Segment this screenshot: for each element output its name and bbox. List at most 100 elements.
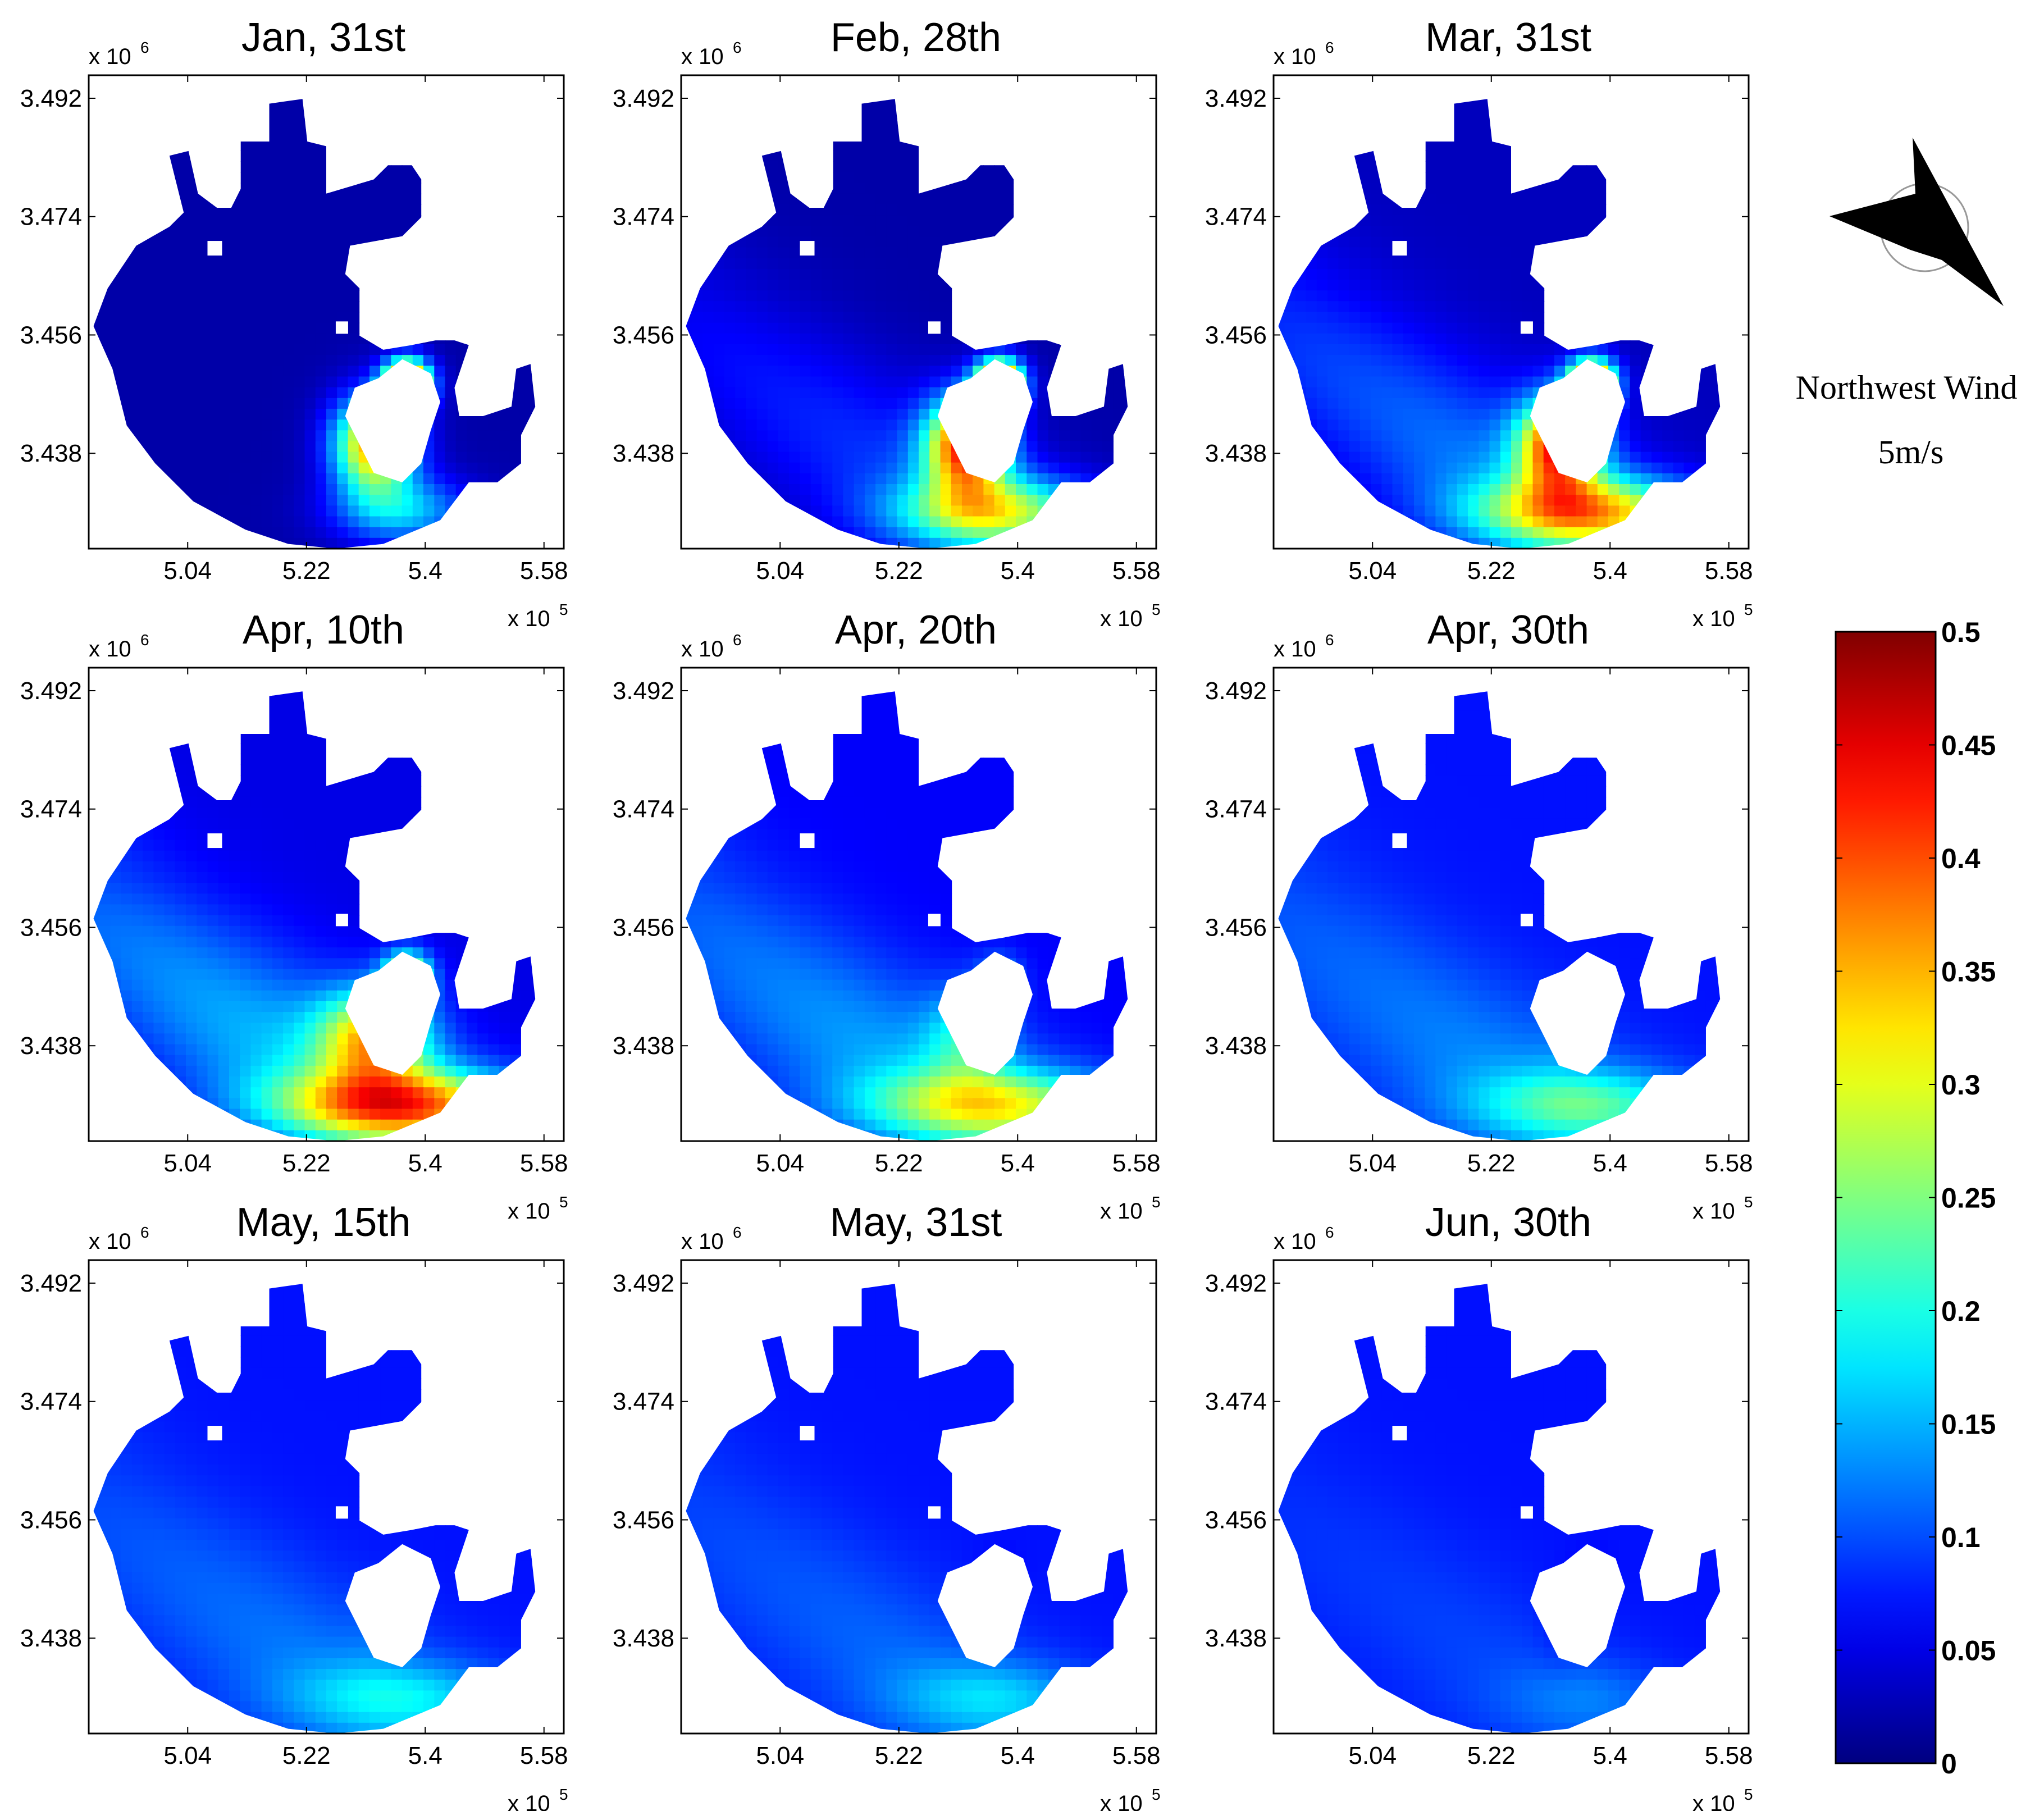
x-tick-label: 5.58 xyxy=(520,557,568,585)
heatmap-cell xyxy=(153,355,165,367)
heatmap-cell xyxy=(789,183,801,194)
x-tick-label: 5.4 xyxy=(1001,557,1035,585)
heatmap-cell xyxy=(315,398,327,409)
heatmap-cell xyxy=(822,484,833,495)
heatmap-cell xyxy=(423,344,435,355)
heatmap-cell xyxy=(886,280,898,291)
y-tick-label: 3.474 xyxy=(613,203,674,231)
heatmap-cell xyxy=(778,527,790,539)
heatmap-cell xyxy=(832,290,844,302)
heatmap-cell xyxy=(488,258,500,270)
heatmap-cell xyxy=(315,150,327,162)
heatmap-cell xyxy=(294,473,305,485)
heatmap-cell xyxy=(337,527,349,539)
heatmap-cell xyxy=(326,473,337,485)
heatmap-cell xyxy=(1738,108,1749,119)
heatmap-cell xyxy=(477,193,489,205)
heatmap-cell xyxy=(121,398,133,409)
heatmap-cell xyxy=(1673,107,1685,119)
heatmap-cell xyxy=(304,247,316,259)
heatmap-cell xyxy=(1608,290,1619,302)
heatmap-cell xyxy=(1630,183,1641,194)
heatmap-cell xyxy=(1381,322,1393,334)
heatmap-cell xyxy=(1113,366,1125,377)
heatmap-cell xyxy=(272,107,284,119)
heatmap-cell xyxy=(531,236,536,248)
heatmap-cell xyxy=(1694,301,1706,313)
heatmap-cell xyxy=(854,516,865,528)
heatmap-cell xyxy=(1102,161,1114,173)
heatmap-cell xyxy=(1102,301,1114,313)
heatmap-cell xyxy=(1727,161,1739,172)
heatmap-cell xyxy=(1327,99,1339,108)
heatmap-cell xyxy=(509,129,521,140)
land-area xyxy=(937,359,1033,482)
heatmap-cell xyxy=(746,301,758,313)
heatmap-cell xyxy=(197,355,208,367)
heatmap-cell xyxy=(197,495,208,507)
heatmap-cell xyxy=(1070,441,1082,453)
heatmap-cell xyxy=(1295,301,1307,313)
heatmap-cell xyxy=(929,312,941,323)
heatmap-cell xyxy=(1016,527,1027,539)
heatmap-cell xyxy=(686,537,692,549)
heatmap-cell xyxy=(886,150,898,162)
heatmap-cell xyxy=(1146,108,1157,119)
heatmap-cell xyxy=(250,86,262,97)
heatmap-cell xyxy=(402,226,413,238)
heatmap-cell xyxy=(488,226,500,238)
heatmap-cell xyxy=(919,99,930,108)
heatmap-cell xyxy=(875,516,887,528)
heatmap-cell xyxy=(326,290,337,302)
heatmap-cell xyxy=(1738,301,1749,312)
heatmap-cell xyxy=(1683,312,1695,323)
heatmap-cell xyxy=(186,204,197,216)
heatmap-cell xyxy=(1284,86,1295,97)
heatmap-cell xyxy=(1113,376,1125,388)
heatmap-cell xyxy=(919,355,930,367)
heatmap-cell xyxy=(810,226,822,238)
heatmap-cell xyxy=(875,430,887,442)
heatmap-cell xyxy=(843,376,855,388)
heatmap-cell xyxy=(864,484,876,495)
heatmap-cell xyxy=(886,301,898,313)
heatmap-cell xyxy=(488,236,500,248)
heatmap-cell xyxy=(1070,322,1082,334)
heatmap-cell xyxy=(864,236,876,248)
heatmap-cell xyxy=(359,86,370,97)
heatmap-cell xyxy=(1727,236,1739,248)
heatmap-cell xyxy=(854,366,865,377)
heatmap-cell xyxy=(1576,140,1587,151)
heatmap-cell xyxy=(488,441,500,453)
heatmap-cell xyxy=(1565,258,1577,270)
heatmap-cell xyxy=(1316,226,1328,238)
heatmap-cell xyxy=(1284,290,1296,302)
heatmap-cell xyxy=(1435,86,1447,97)
heatmap-cell xyxy=(702,462,714,474)
heatmap-cell xyxy=(467,280,478,291)
heatmap-cell xyxy=(692,99,704,108)
heatmap-cell xyxy=(391,236,403,248)
heatmap-cell xyxy=(702,322,714,334)
heatmap-cell xyxy=(789,537,801,549)
heatmap-cell xyxy=(1146,269,1157,280)
heatmap-cell xyxy=(131,516,143,528)
heatmap-cell xyxy=(1113,172,1125,184)
heatmap-cell xyxy=(1026,161,1038,173)
heatmap-cell xyxy=(218,484,230,495)
heatmap-cell xyxy=(250,355,262,367)
heatmap-cell xyxy=(951,473,962,485)
heatmap-cell xyxy=(337,226,349,238)
heatmap-cell xyxy=(1673,236,1685,248)
heatmap-cell xyxy=(1619,290,1631,302)
heatmap-cell xyxy=(1037,322,1049,334)
heatmap-cell xyxy=(1113,387,1125,399)
heatmap-cell xyxy=(1630,312,1641,323)
heatmap-cell xyxy=(1338,99,1350,108)
heatmap-cell xyxy=(843,408,855,420)
heatmap-cell xyxy=(810,430,822,442)
heatmap-cell xyxy=(488,150,500,162)
island xyxy=(335,321,348,334)
heatmap-cell xyxy=(93,376,100,388)
heatmap-cell xyxy=(1037,333,1049,345)
